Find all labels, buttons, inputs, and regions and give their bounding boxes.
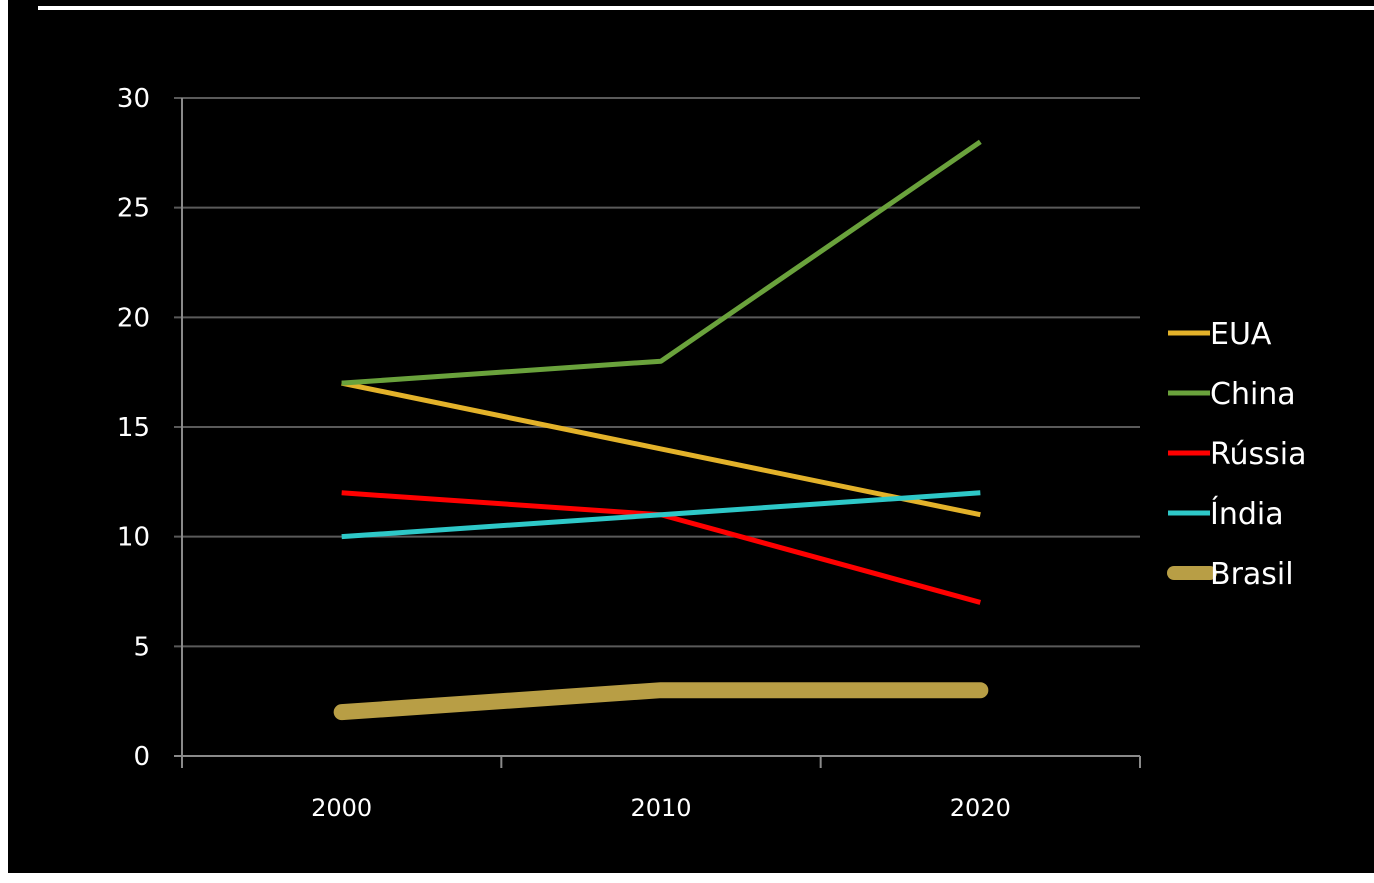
y-tick-label: 15 xyxy=(117,413,150,443)
y-tick-label: 0 xyxy=(133,742,150,772)
series-line-índia xyxy=(341,490,981,540)
y-tick-label: 25 xyxy=(117,194,150,224)
series-line-china xyxy=(341,139,982,386)
series-line-brasil xyxy=(333,682,989,721)
x-tick-label: 2000 xyxy=(311,794,372,822)
x-tick-label: 2010 xyxy=(630,794,691,822)
legend-label: Brasil xyxy=(1210,557,1294,592)
x-tick-label: 2020 xyxy=(950,794,1011,822)
axis-layer: 0 5 10 15 20 25 30 2000 2010 2020 xyxy=(117,84,1141,822)
series-line-eua xyxy=(341,380,981,518)
y-tick-label: 20 xyxy=(117,303,150,333)
legend-label: China xyxy=(1210,377,1296,412)
bottom-edge xyxy=(0,873,1374,879)
left-edge xyxy=(0,0,8,879)
legend-label: Rússia xyxy=(1210,437,1307,472)
y-tick-label: 30 xyxy=(117,84,150,114)
legend-label: EUA xyxy=(1210,317,1272,352)
legend: EUA China Rússia Índia Brasil xyxy=(1167,317,1307,592)
series-layer xyxy=(333,139,989,721)
y-tick-label: 10 xyxy=(117,523,150,553)
grid-layer xyxy=(174,97,1140,757)
legend-label: Índia xyxy=(1210,496,1284,532)
y-tick-label: 5 xyxy=(133,632,150,662)
top-border xyxy=(38,6,1374,10)
